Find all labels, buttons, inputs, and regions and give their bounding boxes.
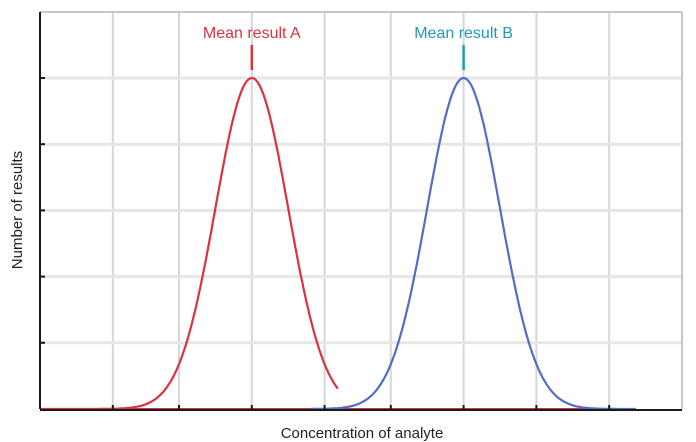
- annotations: Mean result A Mean result B: [203, 25, 513, 70]
- series-lines: [40, 76, 636, 411]
- distribution-curve-a: [40, 76, 339, 411]
- mean-label-b: Mean result B: [414, 25, 513, 42]
- x-axis-label: Concentration of analyte: [281, 425, 444, 442]
- mean-label-a: Mean result A: [203, 25, 301, 42]
- axes: [39, 12, 682, 411]
- distribution-curve-b: [311, 76, 636, 411]
- grid: [40, 11, 683, 409]
- y-axis-label: Number of results: [9, 151, 26, 269]
